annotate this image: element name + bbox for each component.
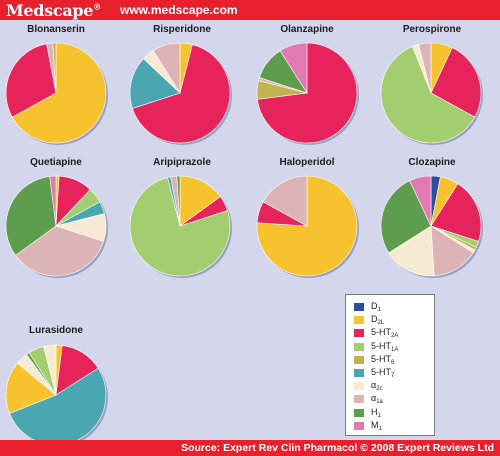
pie-slice-lurasidone-a2c-7 bbox=[43, 344, 57, 396]
pie-slice-perospirone-5ht1a-2 bbox=[380, 46, 476, 144]
legend-swatch bbox=[354, 395, 364, 404]
pie-title-lurasidone: Lurasidone bbox=[29, 325, 83, 336]
legend-swatch bbox=[354, 316, 364, 325]
pie-slice-blonanserin-5ht6-3 bbox=[52, 42, 57, 94]
legend-swatch bbox=[354, 303, 364, 311]
legend-label: α1a bbox=[371, 393, 383, 406]
legend-swatch bbox=[354, 342, 364, 351]
pie-title-haloperidol: Haloperidol bbox=[279, 157, 334, 168]
legend-swatch bbox=[354, 382, 364, 391]
pie-quetiapine: Quetiapine bbox=[5, 157, 108, 278]
pie-risperidone: Risperidone bbox=[129, 24, 232, 145]
pie-slice-olanzapine-m1-4 bbox=[279, 42, 308, 95]
pie-slice-risperidone-5ht2a-1 bbox=[132, 44, 231, 144]
pie-title-olanzapine: Olanzapine bbox=[280, 24, 334, 35]
legend-label: 5-HT2A bbox=[371, 327, 399, 340]
medscape-logo[interactable]: Medscape® bbox=[6, 1, 101, 20]
pie-lurasidone: Lurasidone bbox=[5, 325, 108, 440]
footer-bar: Source: Expert Rev Clin Pharmacol © 2008… bbox=[0, 440, 500, 456]
pie-title-perospirone: Perospirone bbox=[403, 24, 462, 35]
pie-aripiprazole: Aripiprazole bbox=[129, 157, 232, 278]
pie-slice-clozapine-m1-9 bbox=[409, 175, 432, 227]
pie-slice-blonanserin-d2l-0 bbox=[11, 42, 107, 144]
pie-slice-haloperidol-a1a-2 bbox=[262, 175, 308, 227]
pie-slice-risperidone-a1a-4 bbox=[152, 42, 181, 95]
pie-slice-perospirone-a1a-4 bbox=[418, 42, 432, 94]
pie-slice-risperidone-5ht7-2 bbox=[129, 58, 181, 109]
pie-chart-grid: Blonanserin Risperidone Olanzapine Perospir… bbox=[5, 24, 483, 440]
pie-slice-blonanserin-5ht2a-1 bbox=[5, 43, 57, 118]
legend-label: M1 bbox=[371, 419, 382, 432]
pie-blonanserin: Blonanserin bbox=[5, 24, 108, 145]
pie-slice-clozapine-5ht2a-2 bbox=[430, 183, 482, 242]
pie-haloperidol: Haloperidol bbox=[256, 157, 359, 278]
legend-label: α2c bbox=[371, 380, 383, 393]
legend-label: 5-HT7 bbox=[371, 367, 395, 379]
pie-slice-aripiprazole-5ht1a-2 bbox=[129, 177, 231, 277]
legend-swatch bbox=[354, 369, 364, 377]
source-credit: Source: Expert Rev Clin Pharmacol © 2008… bbox=[181, 442, 494, 454]
pie-slice-clozapine-a2c-7 bbox=[388, 225, 435, 277]
pie-clozapine: Clozapine bbox=[380, 157, 483, 278]
pie-title-clozapine: Clozapine bbox=[408, 157, 456, 168]
pie-slice-lurasidone-5ht7-2 bbox=[9, 367, 107, 440]
header-bar: Medscape® www.medscape.com bbox=[0, 0, 500, 20]
legend-label: 5-HT6 bbox=[371, 353, 395, 366]
chart-legend: D1 D2L 5-HT2A 5-HT1A 5-HT6 5-HT7 α2c α1a H1 M1 bbox=[345, 294, 435, 436]
pie-title-aripiprazole: Aripiprazole bbox=[153, 157, 211, 168]
site-url[interactable]: www.medscape.com bbox=[120, 3, 238, 17]
legend-swatch bbox=[354, 355, 364, 364]
pie-title-quetiapine: Quetiapine bbox=[30, 157, 82, 168]
legend-swatch bbox=[354, 329, 364, 338]
pie-title-risperidone: Risperidone bbox=[153, 24, 211, 35]
legend-label: D2L bbox=[371, 314, 385, 327]
legend-swatch bbox=[354, 408, 364, 417]
pie-slice-quetiapine-m1-7 bbox=[49, 175, 57, 227]
pie-slice-clozapine-h1-8 bbox=[380, 180, 432, 254]
pie-perospirone: Perospirone bbox=[380, 24, 483, 145]
legend-label: H1 bbox=[371, 406, 381, 419]
legend-label: 5-HT1A bbox=[371, 340, 399, 353]
pie-slice-quetiapine-h1-6 bbox=[5, 176, 57, 256]
legend-label: D1 bbox=[371, 301, 381, 313]
pie-slice-lurasidone-d2l-3 bbox=[5, 362, 57, 414]
pie-slice-aripiprazole-h1-5 bbox=[176, 175, 181, 227]
pie-olanzapine: Olanzapine bbox=[256, 24, 359, 145]
legend-swatch bbox=[354, 421, 364, 430]
pie-slice-quetiapine-a1a-5 bbox=[15, 225, 104, 277]
pie-title-blonanserin: Blonanserin bbox=[27, 24, 85, 35]
